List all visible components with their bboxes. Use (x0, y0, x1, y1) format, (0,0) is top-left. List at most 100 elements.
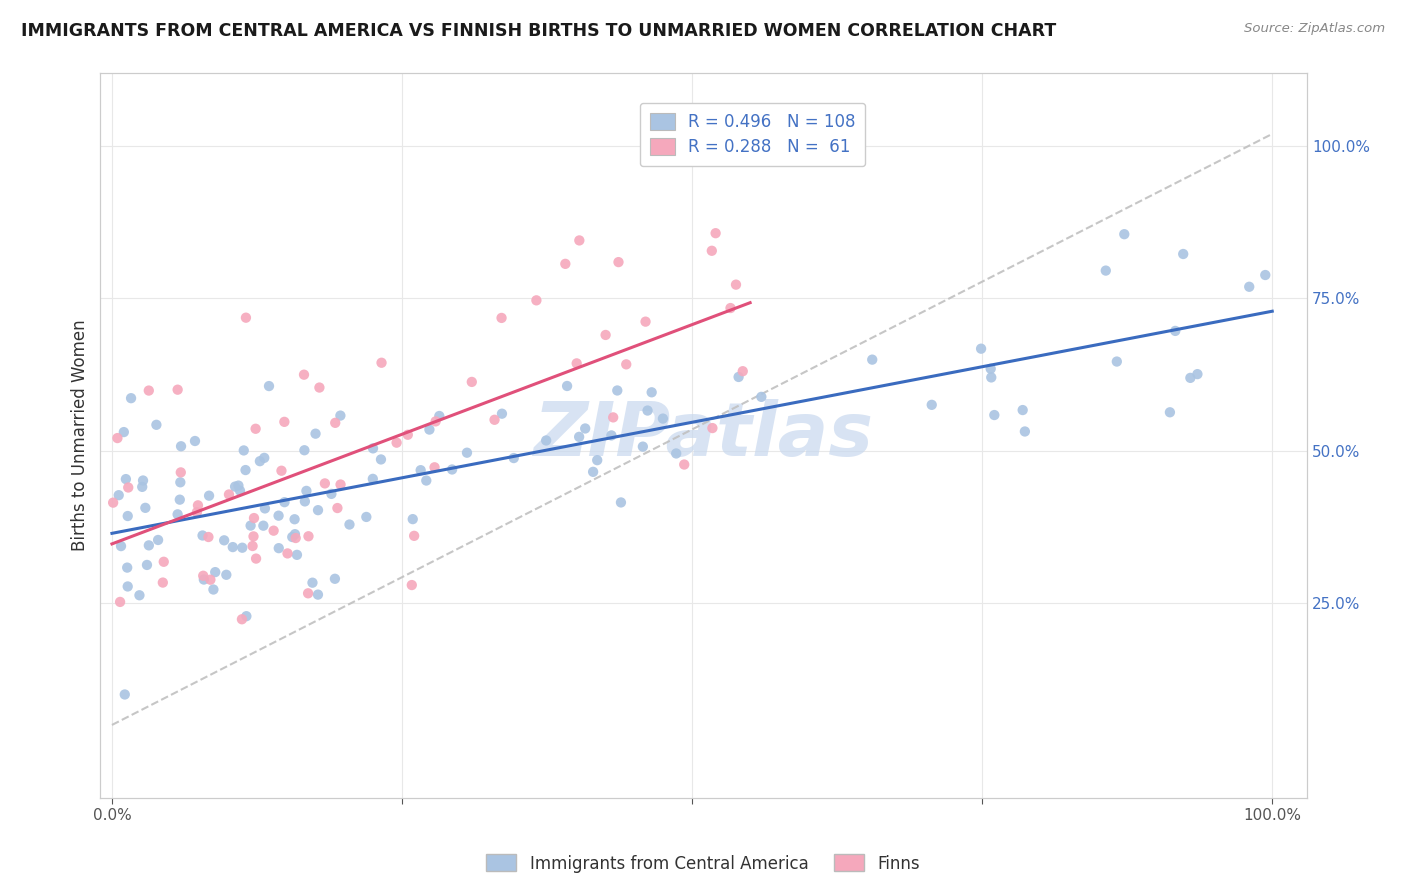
Point (980, 370, 1002, 384)
Point (461, 375, 484, 389)
Point (117, 508, 139, 523)
Point (270, 464, 292, 478)
Point (239, 518, 262, 533)
Point (120, 391, 142, 405)
Point (582, 465, 605, 479)
Point (231, 541, 253, 555)
Point (284, 531, 307, 545)
Point (1164, 324, 1187, 338)
Point (235, 609, 257, 624)
Point (295, 483, 318, 498)
Point (197, 530, 219, 544)
Point (370, 356, 392, 370)
Point (491, 310, 513, 325)
Point (574, 421, 596, 435)
Point (131, 480, 153, 494)
Point (860, 352, 883, 367)
Point (170, 466, 193, 480)
Point (640, 385, 662, 400)
Point (243, 511, 266, 525)
Point (242, 539, 264, 553)
Point (242, 529, 264, 543)
Point (200, 573, 222, 587)
Point (491, 407, 513, 421)
Point (614, 357, 637, 371)
Point (107, 488, 129, 502)
Point (257, 379, 280, 393)
Point (112, 425, 135, 439)
Point (634, 315, 657, 329)
Point (284, 512, 307, 526)
Point (727, 370, 749, 384)
Point (456, 446, 478, 460)
Point (107, 431, 129, 445)
Point (595, 328, 617, 343)
Point (751, 390, 773, 404)
Point (281, 530, 304, 544)
Point (145, 417, 167, 432)
Point (187, 499, 209, 513)
Point (568, 234, 591, 248)
Point (297, 529, 319, 543)
Point (134, 500, 156, 515)
Point (586, 453, 609, 467)
Point (402, 512, 425, 526)
Point (921, 398, 943, 412)
Point (273, 415, 295, 429)
Point (637, 403, 659, 417)
Point (222, 540, 245, 554)
Y-axis label: Births to Unmarried Women: Births to Unmarried Women (72, 319, 89, 551)
Text: IMMIGRANTS FROM CENTRAL AMERICA VS FINNISH BIRTHS TO UNMARRIED WOMEN CORRELATION: IMMIGRANTS FROM CENTRAL AMERICA VS FINNI… (21, 22, 1056, 40)
Point (166, 383, 188, 397)
Point (385, 435, 408, 450)
Point (631, 440, 654, 454)
Point (212, 533, 235, 548)
Point (1187, 367, 1209, 381)
Point (215, 567, 238, 582)
Point (329, 409, 352, 423)
Point (326, 501, 349, 516)
Point (724, 277, 747, 292)
Point (193, 568, 215, 582)
Point (115, 560, 138, 574)
Point (245, 551, 267, 566)
Point (423, 460, 446, 475)
Point (396, 427, 419, 442)
Point (1254, 268, 1277, 282)
Point (267, 541, 290, 556)
Point (1159, 405, 1181, 419)
Point (101, 495, 124, 509)
Point (115, 472, 138, 486)
Point (600, 428, 623, 442)
Point (202, 582, 225, 597)
Point (218, 487, 240, 501)
Point (304, 426, 326, 441)
Point (484, 413, 506, 427)
Point (1239, 279, 1261, 293)
Point (198, 489, 221, 503)
Point (401, 578, 423, 592)
Point (702, 421, 724, 435)
Point (361, 472, 384, 486)
Point (245, 422, 267, 436)
Point (228, 478, 250, 492)
Point (138, 538, 160, 552)
Point (152, 555, 174, 569)
Point (235, 310, 257, 325)
Legend: R = 0.496   N = 108, R = 0.288   N =  61: R = 0.496 N = 108, R = 0.288 N = 61 (640, 103, 866, 166)
Point (1180, 371, 1202, 385)
Point (132, 474, 155, 488)
Point (1173, 247, 1195, 261)
Point (128, 588, 150, 602)
Point (606, 384, 628, 398)
Point (651, 411, 673, 425)
Point (1094, 263, 1116, 277)
Point (308, 380, 330, 394)
Point (720, 301, 742, 315)
Point (301, 575, 323, 590)
Point (231, 612, 253, 626)
Point (267, 508, 290, 523)
Point (229, 483, 252, 498)
Point (297, 586, 319, 600)
Point (117, 481, 139, 495)
